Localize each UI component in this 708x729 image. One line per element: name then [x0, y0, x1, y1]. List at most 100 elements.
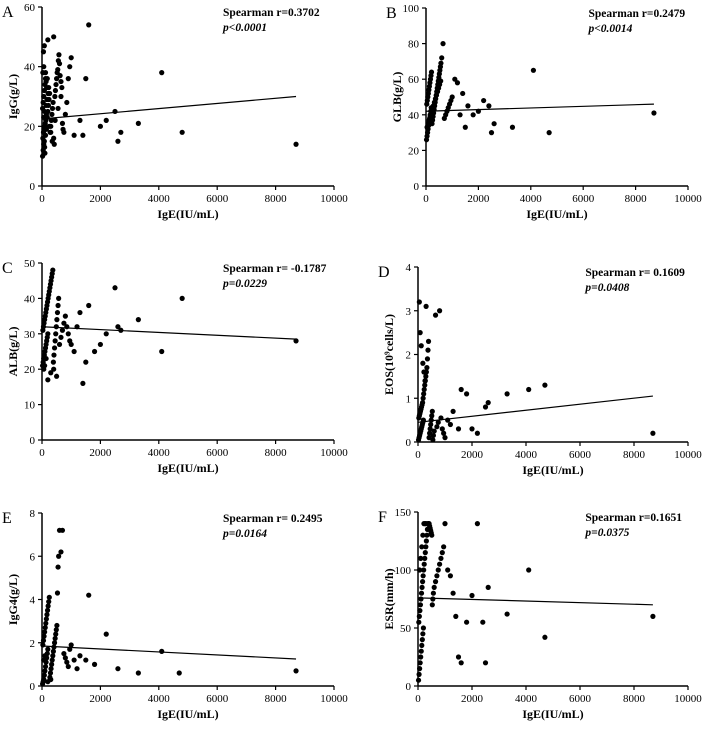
data-point [422, 555, 428, 562]
data-point [58, 93, 64, 100]
x-tick-label: 4000 [148, 193, 171, 205]
data-point [51, 352, 57, 358]
data-point [425, 347, 431, 353]
data-point [115, 324, 121, 330]
y-tick-label: 100 [403, 3, 420, 15]
data-point [481, 97, 487, 104]
data-point [419, 400, 426, 406]
data-point [474, 521, 480, 527]
data-point [45, 37, 51, 43]
data-point [159, 70, 165, 76]
data-point [47, 670, 54, 676]
data-point [421, 567, 427, 573]
data-point [41, 64, 47, 70]
regression-line [41, 326, 297, 340]
y-tick-label: 80 [408, 39, 420, 51]
data-point [71, 132, 77, 138]
panel-b: B 0 2000 4000 6000 8000 10000 0 20 40 60 80 100 IgE(I… [386, 3, 702, 221]
x-tick-label: 6000 [572, 193, 595, 205]
spearman-label: Spearman r=0.3702 [223, 7, 320, 19]
y-tick-label: 100 [395, 565, 412, 577]
y-axis-label: ALB(g/L) [6, 326, 20, 376]
data-point [41, 676, 47, 683]
data-point [542, 634, 548, 640]
data-point [49, 138, 55, 144]
x-tick-label: 10000 [674, 193, 702, 205]
data-point [462, 124, 468, 130]
p-value-label: p=0.0229 [222, 278, 267, 290]
x-tick-label: 10000 [320, 193, 348, 205]
panel-c: C 0 2000 4000 6000 8000 10000 0 10 20 30 40 50 IgE(IU… [2, 258, 348, 475]
y-tick-label: 20 [408, 145, 420, 157]
x-tick-label: 8000 [623, 449, 646, 461]
data-point [464, 619, 470, 625]
spearman-label: Spearman r=0.1651 [585, 512, 682, 524]
data-point [426, 435, 432, 441]
y-tick-label: 50 [24, 258, 36, 270]
y-tick-label: 40 [24, 293, 36, 305]
data-point [42, 70, 49, 76]
data-point [485, 400, 491, 406]
data-point [421, 561, 427, 567]
x-tick-label: 4000 [515, 693, 538, 705]
data-point [427, 426, 433, 432]
x-tick-label: 8000 [265, 193, 288, 205]
panel-letter: A [2, 4, 14, 21]
data-point [103, 117, 109, 123]
data-point [417, 602, 424, 608]
data-point [434, 424, 440, 430]
data-point [58, 549, 64, 555]
data-point [62, 313, 68, 319]
data-point [45, 646, 51, 652]
data-point [59, 327, 66, 333]
data-point [418, 590, 425, 596]
data-point [418, 343, 424, 349]
data-point [135, 317, 141, 323]
x-tick-label: 6000 [569, 449, 592, 461]
data-point [80, 132, 86, 138]
data-point [86, 22, 92, 28]
x-tick-label: 2000 [89, 693, 112, 705]
data-point [176, 670, 182, 676]
data-point [526, 386, 532, 393]
x-tick-label: 4000 [148, 447, 171, 459]
data-point [530, 67, 537, 73]
regression-line [417, 597, 653, 606]
data-point [420, 395, 426, 401]
x-tick-label: 6000 [206, 193, 229, 205]
data-point [112, 285, 118, 291]
y-tick-label: 1 [406, 393, 412, 405]
data-point [418, 555, 424, 562]
spearman-label: Spearman r= -0.1787 [223, 263, 327, 275]
data-point [179, 129, 185, 135]
data-point [423, 373, 429, 379]
y-axis-label: IgG4(g/L) [6, 574, 20, 625]
data-point [68, 642, 74, 648]
data-point [423, 303, 429, 309]
data-point [103, 331, 109, 337]
data-point [54, 76, 60, 82]
x-tick-label: 6000 [206, 693, 229, 705]
data-point [439, 426, 445, 432]
data-point [45, 90, 51, 97]
x-tick-label: 4000 [520, 193, 543, 205]
y-tick-label: 2 [30, 638, 36, 650]
data-point [159, 648, 165, 655]
data-point [419, 584, 425, 591]
data-point [65, 663, 71, 670]
y-tick-label: 40 [24, 62, 36, 74]
x-tick-label: 2000 [89, 193, 112, 205]
data-point [458, 660, 464, 666]
data-point [469, 592, 475, 599]
data-point [485, 584, 491, 591]
data-point [474, 430, 480, 436]
data-point [42, 629, 48, 635]
data-point [65, 76, 71, 82]
p-value-label: p<0.0001 [222, 22, 267, 34]
data-point [453, 613, 459, 620]
data-point [59, 120, 66, 126]
x-axis-label: IgE(IU/mL) [157, 461, 218, 475]
data-point [50, 267, 56, 273]
data-point [135, 120, 141, 126]
data-point [428, 69, 435, 75]
